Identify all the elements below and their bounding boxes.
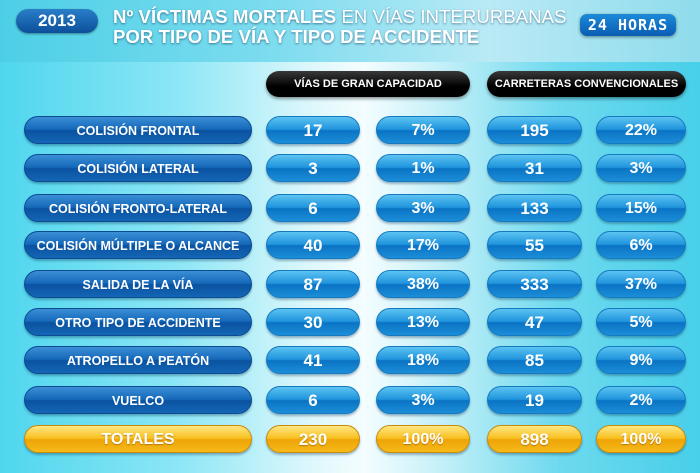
convencional-count: 47 xyxy=(487,308,582,336)
table-row: COLISIÓN FRONTO-LATERAL 6 3% 133 15% xyxy=(0,194,700,222)
column-header-gran-capacidad: VÍAS DE GRAN CAPACIDAD xyxy=(266,71,470,97)
table-row: VUELCO 6 3% 19 2% xyxy=(0,386,700,414)
convencional-count: 333 xyxy=(487,270,582,298)
table-row: COLISIÓN FRONTAL 17 7% 195 22% xyxy=(0,116,700,144)
column-header-convencionales: CARRETERAS CONVENCIONALES xyxy=(487,71,686,97)
row-label: COLISIÓN LATERAL xyxy=(24,154,252,182)
gran-capacidad-count: 30 xyxy=(266,308,360,336)
gran-capacidad-count: 6 xyxy=(266,194,360,222)
convencional-percent: 6% xyxy=(596,231,686,259)
convencional-count: 19 xyxy=(487,386,582,414)
gran-capacidad-count: 6 xyxy=(266,386,360,414)
gran-capacidad-percent: 17% xyxy=(376,231,470,259)
table-row: COLISIÓN LATERAL 3 1% 31 3% xyxy=(0,154,700,182)
convencional-count: 898 xyxy=(487,425,582,453)
gran-capacidad-percent: 3% xyxy=(376,386,470,414)
row-label: VUELCO xyxy=(24,386,252,414)
row-label: COLISIÓN FRONTO-LATERAL xyxy=(24,194,252,222)
row-label: TOTALES xyxy=(24,425,252,453)
year-badge: 2013 xyxy=(16,9,98,33)
page-title: Nº VÍCTIMAS MORTALES EN VÍAS INTERURBANA… xyxy=(113,7,567,47)
gran-capacidad-count: 230 xyxy=(266,425,360,453)
convencional-count: 133 xyxy=(487,194,582,222)
gran-capacidad-percent: 1% xyxy=(376,154,470,182)
gran-capacidad-percent: 7% xyxy=(376,116,470,144)
convencional-count: 55 xyxy=(487,231,582,259)
gran-capacidad-count: 87 xyxy=(266,270,360,298)
row-label: ATROPELLO A PEATÓN xyxy=(24,346,252,374)
title-line2: POR TIPO DE VÍA Y TIPO DE ACCIDENTE xyxy=(113,26,480,47)
convencional-count: 85 xyxy=(487,346,582,374)
row-label: COLISIÓN FRONTAL xyxy=(24,116,252,144)
gran-capacidad-percent: 38% xyxy=(376,270,470,298)
gran-capacidad-count: 40 xyxy=(266,231,360,259)
convencional-count: 195 xyxy=(487,116,582,144)
row-label: COLISIÓN MÚLTIPLE O ALCANCE xyxy=(24,231,252,259)
gran-capacidad-count: 41 xyxy=(266,346,360,374)
gran-capacidad-percent: 3% xyxy=(376,194,470,222)
convencional-count: 31 xyxy=(487,154,582,182)
convencional-percent: 5% xyxy=(596,308,686,336)
24-horas-badge: 24 HORAS xyxy=(580,14,676,36)
gran-capacidad-percent: 100% xyxy=(376,425,470,453)
table-row: COLISIÓN MÚLTIPLE O ALCANCE 40 17% 55 6% xyxy=(0,231,700,259)
convencional-percent: 100% xyxy=(596,425,686,453)
gran-capacidad-count: 17 xyxy=(266,116,360,144)
convencional-percent: 3% xyxy=(596,154,686,182)
table-row: OTRO TIPO DE ACCIDENTE 30 13% 47 5% xyxy=(0,308,700,336)
table-row: ATROPELLO A PEATÓN 41 18% 85 9% xyxy=(0,346,700,374)
gran-capacidad-count: 3 xyxy=(266,154,360,182)
convencional-percent: 22% xyxy=(596,116,686,144)
convencional-percent: 9% xyxy=(596,346,686,374)
title-light: EN VÍAS INTERURBANAS xyxy=(336,6,567,27)
table-row: SALIDA DE LA VÍA 87 38% 333 37% xyxy=(0,270,700,298)
convencional-percent: 37% xyxy=(596,270,686,298)
row-label: SALIDA DE LA VÍA xyxy=(24,270,252,298)
convencional-percent: 15% xyxy=(596,194,686,222)
convencional-percent: 2% xyxy=(596,386,686,414)
title-bold: Nº VÍCTIMAS MORTALES xyxy=(113,6,337,27)
row-label: OTRO TIPO DE ACCIDENTE xyxy=(24,308,252,336)
gran-capacidad-percent: 18% xyxy=(376,346,470,374)
totals-row: TOTALES 230 100% 898 100% xyxy=(0,425,700,453)
gran-capacidad-percent: 13% xyxy=(376,308,470,336)
